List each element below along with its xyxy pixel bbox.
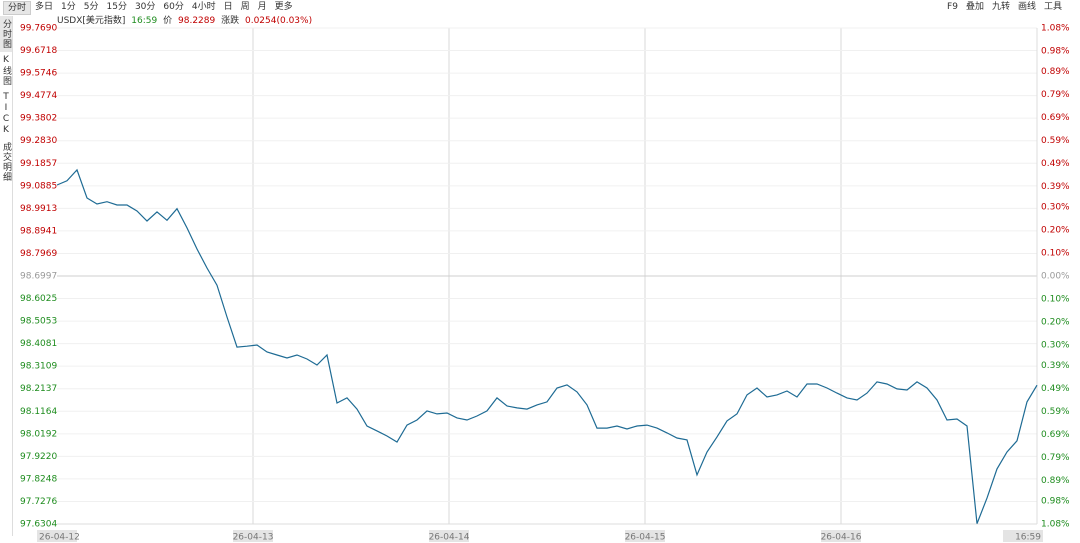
tool-button[interactable]: 画线 xyxy=(1017,2,1036,12)
y2-tick-label: 0.59% xyxy=(1041,136,1070,146)
y2-tick-label: 0.49% xyxy=(1041,384,1070,394)
tool-button[interactable]: 叠加 xyxy=(965,2,984,12)
x-label-bg xyxy=(625,530,665,542)
side-tab[interactable]: TICK xyxy=(1,92,11,136)
x-label-bg xyxy=(429,530,469,542)
period-tab[interactable]: 60分 xyxy=(163,2,184,12)
y-tick-label: 98.4081 xyxy=(20,339,57,349)
x-tick-label: 26-04-14 xyxy=(429,533,470,543)
y2-tick-label: 0.59% xyxy=(1041,407,1070,417)
period-tabs: 分时 多日 1分 5分 15分 30分 60分 4小时日周月更多 xyxy=(3,1,297,15)
side-tab[interactable]: K线图 xyxy=(1,55,11,86)
y2-tick-label: 0.30% xyxy=(1041,203,1070,213)
side-tab[interactable]: 分时图 xyxy=(0,16,12,52)
y2-tick-label: 0.20% xyxy=(1041,226,1070,236)
period-tab[interactable]: 1分 xyxy=(61,2,76,12)
y-tick-label: 97.6304 xyxy=(20,520,57,530)
y2-tick-label: 0.69% xyxy=(1041,430,1070,440)
y-tick-label: 98.6025 xyxy=(20,294,57,304)
period-tab[interactable]: 更多 xyxy=(274,2,293,12)
y2-tick-label: 0.20% xyxy=(1041,317,1070,327)
y2-tick-label: 0.00% xyxy=(1041,272,1070,282)
y-tick-label: 97.8248 xyxy=(20,474,57,484)
side-tab[interactable]: 成交明细 xyxy=(1,142,11,182)
y-tick-label: 97.7276 xyxy=(20,497,57,507)
x-tick-label: 16:59 xyxy=(1015,533,1041,543)
y-tick-label: 99.2830 xyxy=(20,136,57,146)
price-label: 价 xyxy=(163,16,173,26)
sidebar: 分时图 K线图 TICK 成交明细 xyxy=(0,16,13,536)
y-tick-label: 99.0885 xyxy=(20,181,57,191)
y-tick-label: 98.8941 xyxy=(20,226,57,236)
y2-tick-label: 1.08% xyxy=(1041,24,1070,34)
quote-info: USDX[美元指数] 16:59 价 98.2289 涨跌 0.0254(0.0… xyxy=(57,13,315,26)
y2-tick-label: 0.98% xyxy=(1041,46,1070,56)
x-label-bg xyxy=(37,530,77,542)
price-line xyxy=(56,168,1038,524)
y-tick-label: 98.0192 xyxy=(20,429,57,439)
period-tab[interactable]: 多日 xyxy=(35,2,54,12)
y-tick-label: 98.7969 xyxy=(20,249,57,259)
y-tick-label: 99.3802 xyxy=(20,114,57,124)
y2-tick-label: 0.79% xyxy=(1041,453,1070,463)
y-tick-label: 98.2137 xyxy=(20,384,57,394)
change: 0.0254(0.03%) xyxy=(244,16,313,26)
y2-tick-label: 0.89% xyxy=(1041,67,1070,77)
y-tick-label: 99.4774 xyxy=(20,91,57,101)
y-tick-label: 98.1164 xyxy=(20,407,57,417)
x-label-bg xyxy=(1003,530,1043,542)
price: 98.2289 xyxy=(178,16,216,26)
tool-button[interactable]: 工具 xyxy=(1043,2,1062,12)
y-tick-label: 99.7690 xyxy=(20,24,57,34)
x-tick-label: 26-04-12 xyxy=(39,533,80,543)
toolbar: 分时 多日 1分 5分 15分 30分 60分 4小时日周月更多 F9 叠加 九转 画线 工具 xyxy=(0,0,1080,15)
y-tick-label: 98.6997 xyxy=(20,272,57,282)
x-tick-label: 26-04-16 xyxy=(821,533,862,543)
y2-tick-label: 1.08% xyxy=(1041,520,1070,530)
x-tick-label: 26-04-13 xyxy=(233,533,274,543)
tool-button[interactable]: F9 xyxy=(947,2,958,12)
y2-tick-label: 0.69% xyxy=(1041,113,1070,123)
tool-button[interactable]: 九转 xyxy=(991,2,1010,12)
y-tick-label: 99.6718 xyxy=(20,46,57,56)
period-tab[interactable]: 日 xyxy=(223,2,233,12)
change-label: 涨跌 xyxy=(221,16,240,26)
y2-tick-label: 0.10% xyxy=(1041,294,1070,304)
period-tab[interactable]: 15分 xyxy=(106,2,127,12)
y2-tick-label: 0.49% xyxy=(1041,159,1070,169)
y2-tick-label: 0.39% xyxy=(1041,361,1070,371)
x-tick-label: 26-04-15 xyxy=(625,533,666,543)
period-tab[interactable]: 30分 xyxy=(134,2,156,12)
y2-tick-label: 0.89% xyxy=(1041,476,1070,486)
period-tab[interactable]: 周 xyxy=(240,2,250,12)
symbol: USDX[美元指数] xyxy=(57,16,126,26)
y-tick-label: 98.5053 xyxy=(20,317,57,327)
y-tick-label: 98.3109 xyxy=(20,362,57,372)
y2-tick-label: 0.79% xyxy=(1041,90,1070,100)
y2-tick-label: 0.98% xyxy=(1041,497,1070,507)
y-tick-label: 99.5746 xyxy=(20,69,57,79)
period-tab[interactable]: 月 xyxy=(257,2,267,12)
x-label-bg xyxy=(821,530,861,542)
x-label-bg xyxy=(233,530,273,542)
y-tick-label: 97.9220 xyxy=(20,452,57,462)
period-tab[interactable]: 5分 xyxy=(83,2,99,12)
y2-tick-label: 0.10% xyxy=(1041,249,1070,259)
period-tab[interactable]: 分时 xyxy=(3,1,32,15)
y-tick-label: 98.9913 xyxy=(20,204,57,214)
y2-tick-label: 0.30% xyxy=(1041,340,1070,350)
period-tab[interactable]: 4小时 xyxy=(191,2,216,12)
time: 16:59 xyxy=(131,16,158,26)
y-tick-label: 99.1857 xyxy=(20,159,57,169)
y2-tick-label: 0.39% xyxy=(1041,182,1070,192)
tools: F9 叠加 九转 画线 工具 xyxy=(943,1,1066,13)
